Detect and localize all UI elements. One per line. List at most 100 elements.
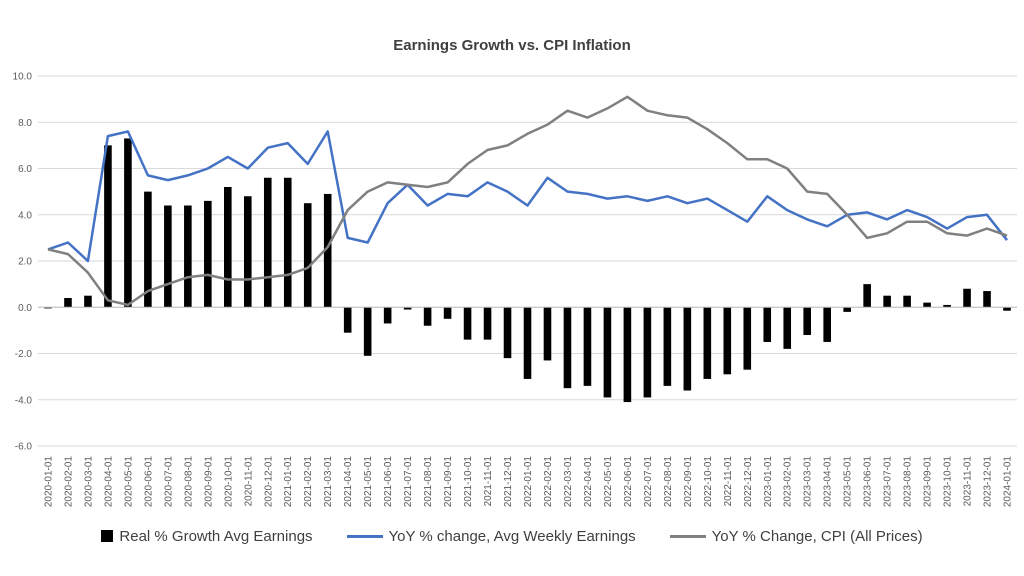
x-tick-label: 2020-04-01 — [103, 456, 114, 508]
bar — [643, 307, 652, 398]
line-cpi — [47, 95, 1008, 307]
x-tick-label: 2020-06-01 — [143, 456, 154, 508]
legend-swatch-line — [346, 534, 383, 538]
line-series — [47, 95, 1008, 307]
x-tick-label: 2023-09-01 — [923, 456, 934, 508]
bar — [943, 304, 951, 308]
x-tick-label: 2023-05-01 — [843, 456, 854, 508]
bar — [843, 307, 851, 312]
legend-item-weekly-earnings: YoY % change, Avg Weekly Earnings — [346, 527, 636, 545]
x-axis-ticks: 2020-01-01 2020-02-01 2020-03-01 2020-04-01… — [43, 456, 1013, 508]
bar — [543, 307, 552, 361]
x-tick-label: 2022-06-01 — [623, 456, 634, 508]
bar — [263, 177, 272, 308]
bar — [663, 307, 672, 386]
x-tick-label: 2023-02-01 — [783, 456, 794, 508]
bar — [363, 307, 372, 356]
bar — [144, 191, 152, 308]
bar — [723, 307, 732, 375]
x-tick-label: 2021-07-01 — [403, 456, 414, 508]
x-tick-label: 2023-10-01 — [943, 456, 954, 508]
x-tick-label: 2021-12-01 — [503, 456, 514, 508]
bar — [343, 307, 352, 333]
bar — [503, 307, 512, 359]
legend: Real % Growth Avg Earnings YoY % change,… — [0, 524, 1024, 548]
y-axis-ticks: 10.0 8.0 6.0 4.0 2.0 0.0 -2.0 -4.0 -6.0 — [13, 72, 33, 453]
bar — [283, 177, 292, 308]
bar — [243, 196, 252, 308]
x-tick-label: 2021-10-01 — [463, 456, 474, 508]
bar — [743, 307, 752, 370]
x-tick-label: 2022-12-01 — [743, 456, 754, 508]
y-tick-label: 4.0 — [18, 210, 32, 221]
bar — [463, 307, 472, 340]
bar — [963, 288, 971, 308]
legend-label: Real % Growth Avg Earnings — [119, 527, 313, 545]
bar — [923, 302, 931, 308]
x-tick-label: 2023-06-01 — [863, 456, 874, 508]
legend-label: YoY % change, Avg Weekly Earnings — [388, 527, 636, 545]
x-tick-label: 2021-08-01 — [423, 456, 434, 508]
x-tick-label: 2022-08-01 — [663, 456, 674, 508]
x-tick-label: 2021-02-01 — [303, 456, 314, 508]
bar — [523, 307, 532, 379]
legend-item-real-growth: Real % Growth Avg Earnings — [101, 527, 313, 545]
x-tick-label: 2023-11-01 — [963, 456, 974, 507]
legend-swatch-line — [669, 534, 706, 538]
bar — [683, 307, 692, 391]
bar — [164, 205, 172, 308]
x-tick-label: 2020-01-01 — [43, 456, 54, 508]
bar — [303, 203, 312, 308]
bar — [823, 307, 831, 342]
y-tick-label: -4.0 — [15, 395, 33, 406]
bar — [383, 307, 392, 324]
bar — [64, 298, 72, 308]
x-tick-label: 2020-05-01 — [123, 456, 134, 508]
x-tick-label: 2022-05-01 — [603, 456, 614, 508]
bar — [803, 307, 812, 335]
x-tick-label: 2021-03-01 — [323, 456, 334, 508]
legend-item-cpi: YoY % Change, CPI (All Prices) — [669, 527, 923, 545]
bar — [224, 187, 232, 308]
bar — [903, 295, 911, 308]
x-tick-label: 2023-08-01 — [903, 456, 914, 508]
chart-plot: 10.0 8.0 6.0 4.0 2.0 0.0 -2.0 -4.0 -6.0 2020-01-… — [13, 72, 1017, 508]
bar-series — [44, 138, 1011, 403]
x-tick-label: 2020-02-01 — [63, 456, 74, 508]
y-tick-label: 0.0 — [18, 303, 32, 314]
bar — [204, 200, 212, 308]
bar — [563, 307, 572, 389]
y-tick-label: -6.0 — [15, 442, 33, 453]
x-tick-label: 2024-01-01 — [1003, 456, 1014, 508]
bar — [443, 307, 452, 319]
x-tick-label: 2021-11-01 — [483, 456, 494, 507]
y-tick-label: 8.0 — [18, 118, 32, 129]
x-tick-label: 2022-03-01 — [563, 456, 574, 508]
x-tick-label: 2022-09-01 — [683, 456, 694, 508]
bar — [403, 307, 412, 310]
bar — [883, 295, 891, 308]
legend-swatch-bar — [101, 530, 114, 542]
bar — [1003, 307, 1011, 311]
bar — [84, 295, 92, 308]
x-tick-label: 2021-06-01 — [383, 456, 394, 508]
x-tick-label: 2022-11-01 — [723, 456, 734, 507]
bar — [323, 193, 332, 308]
x-tick-label: 2021-04-01 — [343, 456, 354, 508]
bar — [583, 307, 592, 386]
bar — [863, 284, 871, 308]
x-tick-label: 2023-01-01 — [763, 456, 774, 508]
y-tick-label: 6.0 — [18, 164, 32, 175]
bar — [623, 307, 632, 403]
y-tick-label: 2.0 — [18, 257, 32, 268]
y-tick-label: -2.0 — [15, 349, 33, 360]
bar — [603, 307, 612, 398]
x-tick-label: 2022-01-01 — [523, 456, 534, 508]
x-tick-label: 2023-03-01 — [803, 456, 814, 508]
bar — [983, 291, 991, 308]
legend-label: YoY % Change, CPI (All Prices) — [711, 527, 923, 545]
bar — [44, 307, 52, 309]
chart-title: Earnings Growth vs. CPI Inflation — [393, 37, 631, 54]
line-weekly-earnings — [47, 130, 1008, 263]
x-tick-label: 2020-03-01 — [83, 456, 94, 508]
